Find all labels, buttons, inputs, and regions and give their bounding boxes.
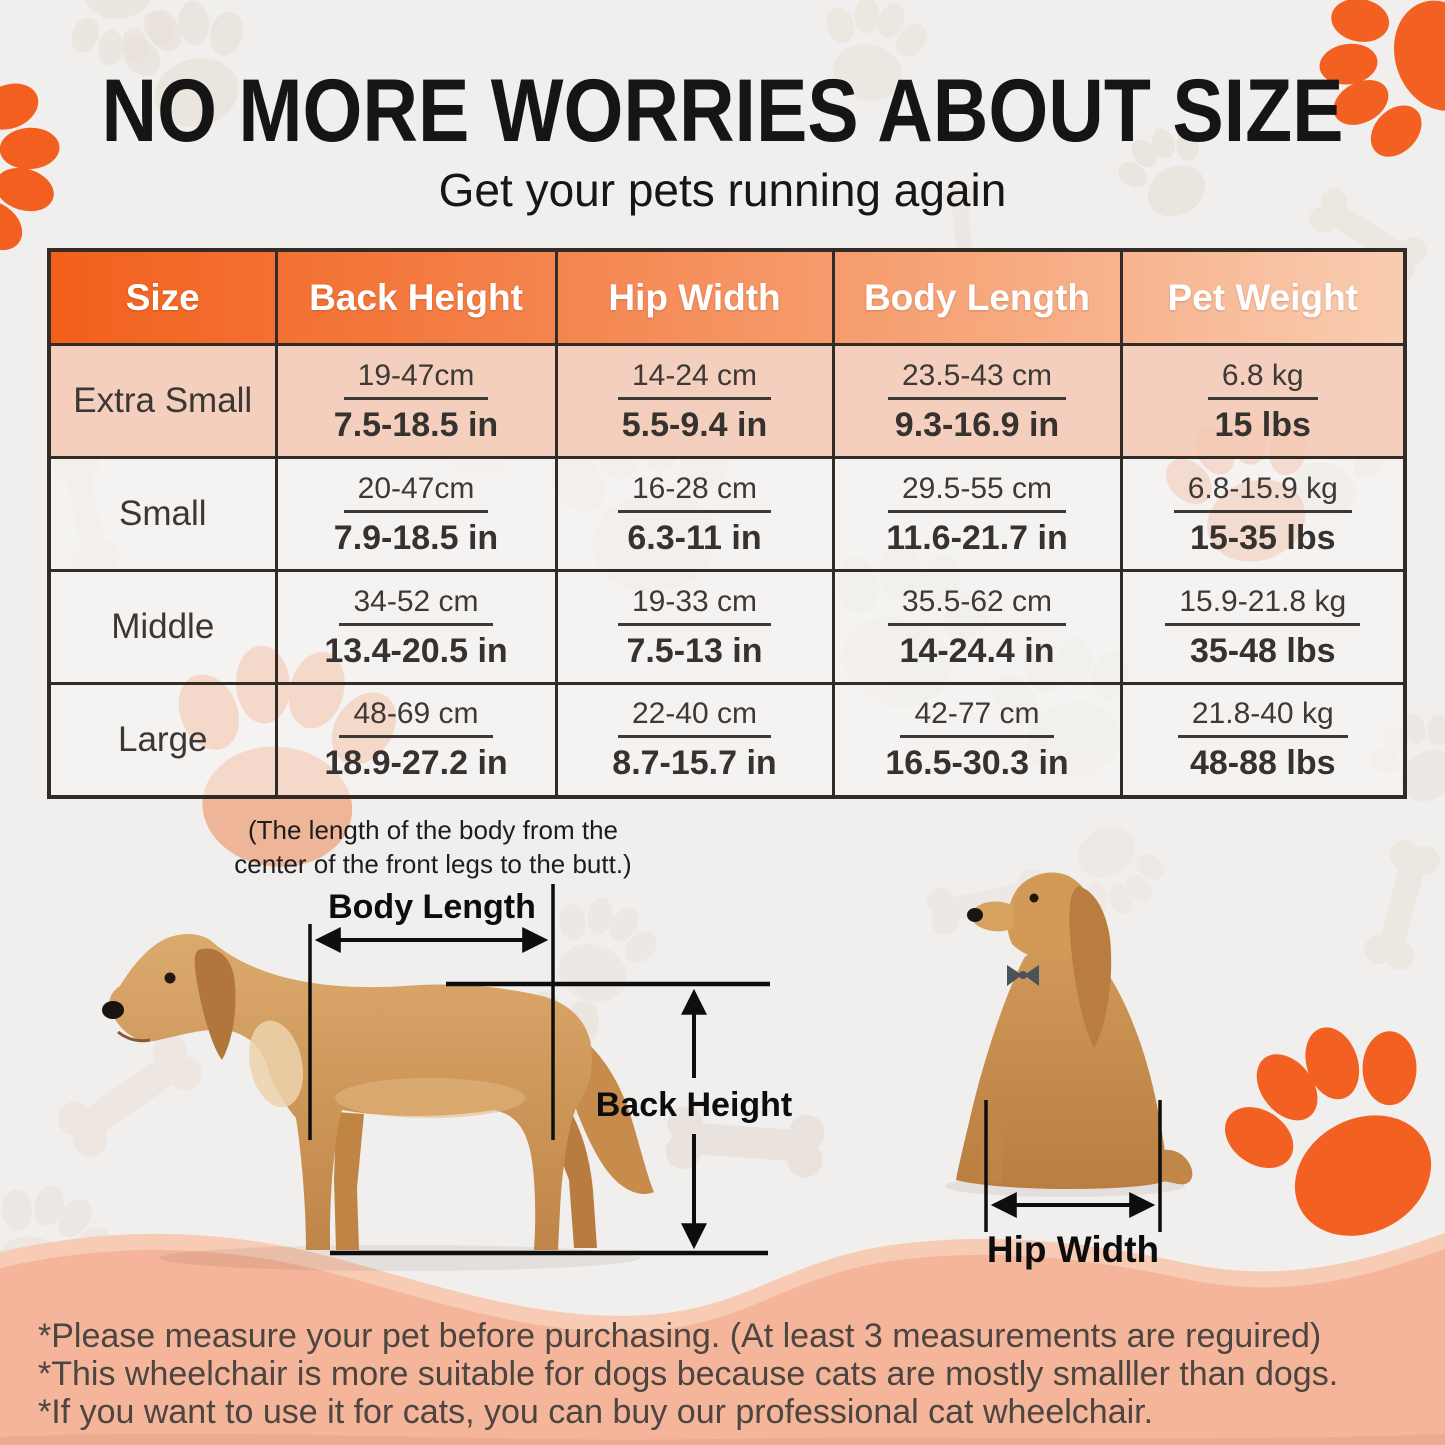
metric-value: 15.9-21.8 kg	[1165, 586, 1361, 626]
metric-value: 19-47cm	[343, 360, 489, 400]
page-subtitle: Get your pets running again	[438, 164, 1007, 216]
size-chart-table: Size Back Height Hip Width Body Length P…	[47, 248, 1407, 799]
footnotes: *Please measure your pet before purchasi…	[38, 1317, 1423, 1431]
column-header-pet-weight: Pet Weight	[1119, 248, 1407, 346]
metric-value: 48-69 cm	[339, 699, 493, 739]
back-height-label: Back Height	[595, 1086, 793, 1124]
metric-value: 29.5-55 cm	[887, 473, 1067, 513]
body-length-note-line2: center of the front legs to the butt.)	[234, 849, 632, 880]
imperial-value: 7.5-13 in	[626, 631, 763, 670]
back-height-cell: 20-47cm 7.9-18.5 in	[274, 456, 558, 572]
imperial-value: 18.9-27.2 in	[324, 744, 508, 783]
body-length-cell: 23.5-43 cm 9.3-16.9 in	[831, 343, 1123, 459]
metric-value: 6.8-15.9 kg	[1173, 473, 1352, 513]
imperial-value: 7.5-18.5 in	[333, 405, 499, 444]
pet-weight-cell: 6.8 kg 15 lbs	[1119, 343, 1407, 459]
size-label: Middle	[47, 569, 278, 685]
metric-value: 22-40 cm	[617, 699, 772, 739]
metric-value: 16-28 cm	[617, 473, 772, 513]
metric-value: 23.5-43 cm	[887, 360, 1067, 400]
table-row-small: Small 20-47cm 7.9-18.5 in 16-28 cm 6.3-1…	[47, 456, 1407, 572]
footnote-line: *Please measure your pet before purchasi…	[38, 1317, 1322, 1355]
imperial-value: 6.3-11 in	[627, 518, 762, 557]
body-length-cell: 29.5-55 cm 11.6-21.7 in	[831, 456, 1123, 572]
body-length-note-line1: (The length of the body from the	[248, 815, 618, 845]
imperial-value: 15-35 lbs	[1189, 518, 1336, 557]
size-label: Small	[47, 456, 278, 572]
footnote-line: *This wheelchair is more suitable for do…	[38, 1355, 1339, 1393]
footnote-line: *If you want to use it for cats, you can…	[38, 1393, 1154, 1431]
hip-width-cell: 16-28 cm 6.3-11 in	[554, 456, 835, 572]
page-title: NO MORE WORRIES ABOUT SIZE	[101, 61, 1344, 161]
paw-print-icon	[1188, 985, 1445, 1280]
metric-value: 14-24 cm	[617, 360, 772, 400]
pet-weight-cell: 15.9-21.8 kg 35-48 lbs	[1119, 569, 1407, 685]
imperial-value: 8.7-15.7 in	[612, 744, 777, 783]
body-length-cell: 35.5-62 cm 14-24.4 in	[831, 569, 1123, 685]
body-length-cell: 42-77 cm 16.5-30.3 in	[831, 682, 1123, 798]
metric-value: 21.8-40 kg	[1177, 699, 1348, 739]
body-length-label: Body Length	[328, 888, 536, 926]
bow-tie	[1007, 965, 1039, 986]
metric-value: 6.8 kg	[1207, 360, 1318, 400]
pet-weight-cell: 21.8-40 kg 48-88 lbs	[1119, 682, 1407, 798]
hip-width-cell: 14-24 cm 5.5-9.4 in	[554, 343, 835, 459]
metric-value: 42-77 cm	[900, 699, 1054, 739]
column-header-body-length: Body Length	[831, 248, 1123, 346]
imperial-value: 14-24.4 in	[899, 631, 1055, 670]
back-height-cell: 48-69 cm 18.9-27.2 in	[274, 682, 558, 798]
standing-dog-illustration	[102, 933, 654, 1271]
hip-width-cell: 22-40 cm 8.7-15.7 in	[554, 682, 835, 798]
column-header-hip-width: Hip Width	[554, 248, 835, 346]
imperial-value: 11.6-21.7 in	[886, 518, 1068, 557]
imperial-value: 5.5-9.4 in	[621, 405, 768, 444]
size-label: Large	[47, 682, 278, 798]
column-header-size: Size	[47, 248, 278, 346]
size-label: Extra Small	[47, 343, 278, 459]
imperial-value: 13.4-20.5 in	[324, 631, 508, 670]
pet-weight-cell: 6.8-15.9 kg 15-35 lbs	[1119, 456, 1407, 572]
table-row-large: Large 48-69 cm 18.9-27.2 in 22-40 cm 8.7…	[47, 682, 1407, 798]
imperial-value: 9.3-16.9 in	[894, 405, 1060, 444]
hip-width-cell: 19-33 cm 7.5-13 in	[554, 569, 835, 685]
table-row-middle: Middle 34-52 cm 13.4-20.5 in 19-33 cm 7.…	[47, 569, 1407, 685]
metric-value: 20-47cm	[343, 473, 489, 513]
imperial-value: 15 lbs	[1214, 405, 1311, 444]
column-header-back-height: Back Height	[274, 248, 558, 346]
table-header-row: Size Back Height Hip Width Body Length P…	[47, 248, 1407, 346]
table-row-extra-small: Extra Small 19-47cm 7.5-18.5 in 14-24 cm…	[47, 343, 1407, 459]
metric-value: 19-33 cm	[617, 586, 772, 626]
back-height-cell: 19-47cm 7.5-18.5 in	[274, 343, 558, 459]
metric-value: 35.5-62 cm	[887, 586, 1067, 626]
imperial-value: 7.9-18.5 in	[333, 518, 499, 557]
imperial-value: 16.5-30.3 in	[885, 744, 1069, 783]
hip-width-label: Hip Width	[986, 1229, 1160, 1270]
metric-value: 34-52 cm	[339, 586, 493, 626]
imperial-value: 48-88 lbs	[1189, 744, 1336, 783]
body-length-note: (The length of the body from the center …	[230, 813, 636, 882]
imperial-value: 35-48 lbs	[1189, 631, 1336, 670]
back-height-cell: 34-52 cm 13.4-20.5 in	[274, 569, 558, 685]
sitting-dog-illustration	[945, 872, 1193, 1197]
